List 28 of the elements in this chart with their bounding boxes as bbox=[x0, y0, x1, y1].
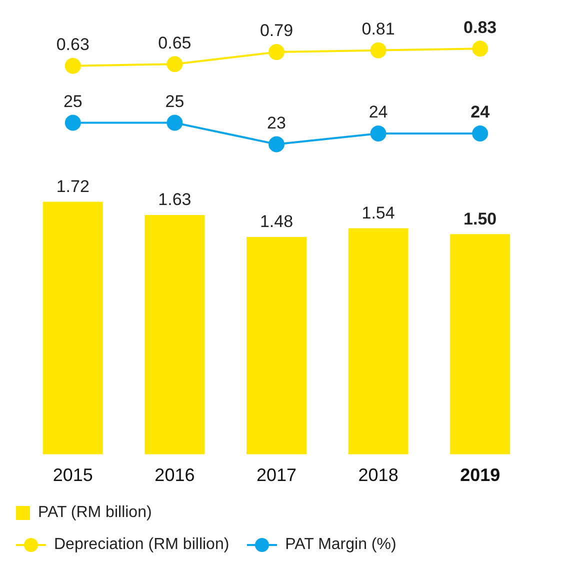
data-label: 1.54 bbox=[362, 203, 395, 222]
data-label: 0.81 bbox=[362, 20, 395, 39]
x-tick-label: 2018 bbox=[358, 465, 398, 486]
data-label: 25 bbox=[63, 92, 82, 111]
x-tick-label: 2019 bbox=[460, 465, 500, 486]
data-label: 24 bbox=[470, 102, 490, 122]
data-label: 0.83 bbox=[464, 18, 497, 37]
point bbox=[472, 40, 488, 57]
x-tick-label: 2015 bbox=[52, 465, 93, 486]
point bbox=[370, 42, 386, 58]
point bbox=[166, 56, 183, 72]
data-label: 1.72 bbox=[56, 176, 90, 196]
legend-label: PAT (RM billion) bbox=[38, 504, 152, 522]
legend-label: Depreciation (RM billion) bbox=[54, 536, 230, 554]
data-label: 0.79 bbox=[260, 21, 294, 40]
point bbox=[268, 44, 284, 60]
data-label: 1.48 bbox=[260, 212, 294, 232]
x-tick-label: 2016 bbox=[154, 465, 195, 486]
legend-label: PAT Margin (%) bbox=[285, 536, 396, 554]
data-label: 0.65 bbox=[158, 33, 192, 52]
data-label: 25 bbox=[165, 92, 184, 111]
data-label: 23 bbox=[267, 113, 286, 132]
point bbox=[64, 58, 81, 74]
x-tick-label: 2017 bbox=[256, 465, 297, 486]
data-label: 1.63 bbox=[158, 190, 192, 210]
data-label: 24 bbox=[368, 102, 388, 122]
data-label: 0.63 bbox=[56, 35, 90, 54]
data-label: 1.50 bbox=[464, 209, 497, 228]
